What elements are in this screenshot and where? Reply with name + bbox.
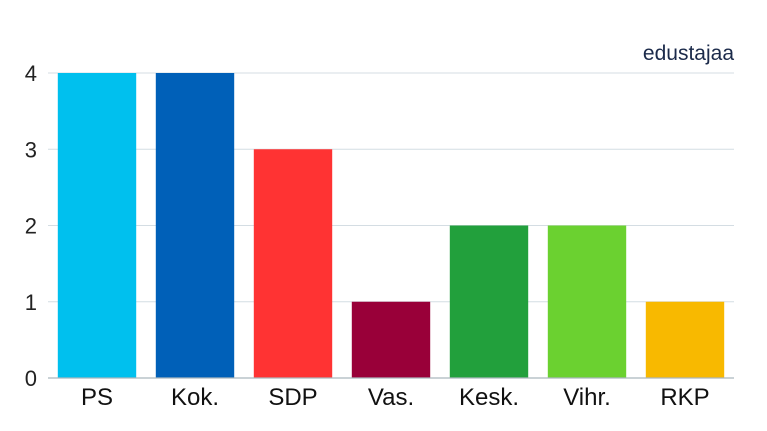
gridlines [48, 72, 734, 303]
x-tick-label: Kok. [171, 384, 219, 411]
bar-vas [351, 301, 431, 378]
y-axis-ticks: 0 1 2 3 4 [25, 61, 37, 391]
x-tick-label: Kesk. [459, 384, 519, 411]
bar-ps [57, 73, 137, 378]
y-tick-label: 1 [25, 290, 37, 315]
x-tick-label: Vihr. [563, 384, 611, 411]
bar-sdp [253, 149, 333, 378]
bar-vihr [547, 225, 627, 378]
y-tick-label: 2 [25, 214, 37, 239]
x-tick-label: RKP [660, 384, 709, 411]
y-tick-label: 0 [25, 366, 37, 391]
x-axis-ticks: PS Kok. SDP Vas. Kesk. Vihr. RKP [81, 384, 710, 411]
bar-kok [155, 73, 235, 378]
bar-rkp [645, 301, 725, 378]
y-tick-label: 3 [25, 137, 37, 162]
x-tick-label: PS [81, 384, 113, 411]
x-tick-label: SDP [268, 384, 317, 411]
y-tick-label: 4 [25, 61, 37, 86]
bar-kesk [449, 225, 529, 378]
bars [57, 73, 725, 378]
x-tick-label: Vas. [368, 384, 414, 411]
unit-label: edustajaa [643, 42, 734, 65]
